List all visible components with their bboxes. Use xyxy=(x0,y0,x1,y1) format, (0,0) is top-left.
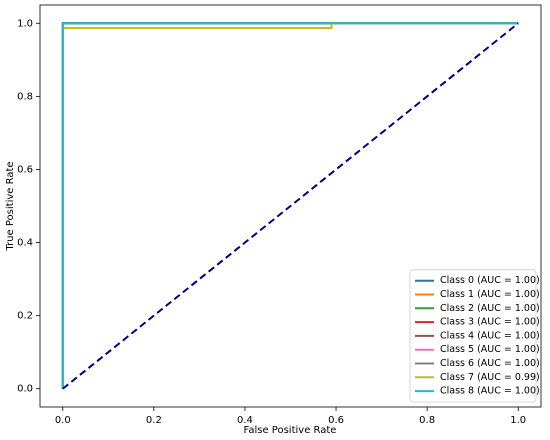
legend-label: Class 0 (AUC = 1.00) xyxy=(440,275,540,286)
legend-label: Class 3 (AUC = 1.00) xyxy=(440,317,540,328)
x-axis-label: False Positive Rate xyxy=(244,425,337,436)
y-tick-label: 0.6 xyxy=(17,164,33,175)
x-tick-label: 0.2 xyxy=(146,415,162,426)
legend-label: Class 1 (AUC = 1.00) xyxy=(440,289,540,300)
x-tick-label: 0.6 xyxy=(328,415,344,426)
y-tick-label: 1.0 xyxy=(17,18,33,29)
diagonal-line xyxy=(62,22,519,390)
legend-label: Class 5 (AUC = 1.00) xyxy=(440,344,540,355)
y-tick-label: 0.8 xyxy=(17,91,33,102)
x-tick-label: 0.8 xyxy=(419,415,435,426)
legend-label: Class 2 (AUC = 1.00) xyxy=(440,303,540,314)
y-tick-label: 0.0 xyxy=(17,384,33,395)
legend-label: Class 8 (AUC = 1.00) xyxy=(440,386,540,397)
legend-box xyxy=(409,269,537,403)
x-tick-label: 1.0 xyxy=(510,415,526,426)
y-axis-label: True Positive Rate xyxy=(5,161,16,251)
x-tick-label: 0.0 xyxy=(55,415,71,426)
y-tick-label: 0.4 xyxy=(17,238,33,249)
legend-label: Class 7 (AUC = 0.99) xyxy=(440,372,540,383)
legend-label: Class 4 (AUC = 1.00) xyxy=(440,330,540,341)
y-tick-label: 0.2 xyxy=(17,311,33,322)
legend-label: Class 6 (AUC = 1.00) xyxy=(440,358,540,369)
roc-line xyxy=(61,22,519,389)
x-tick-label: 0.4 xyxy=(237,415,253,426)
plot-frame xyxy=(39,4,542,408)
